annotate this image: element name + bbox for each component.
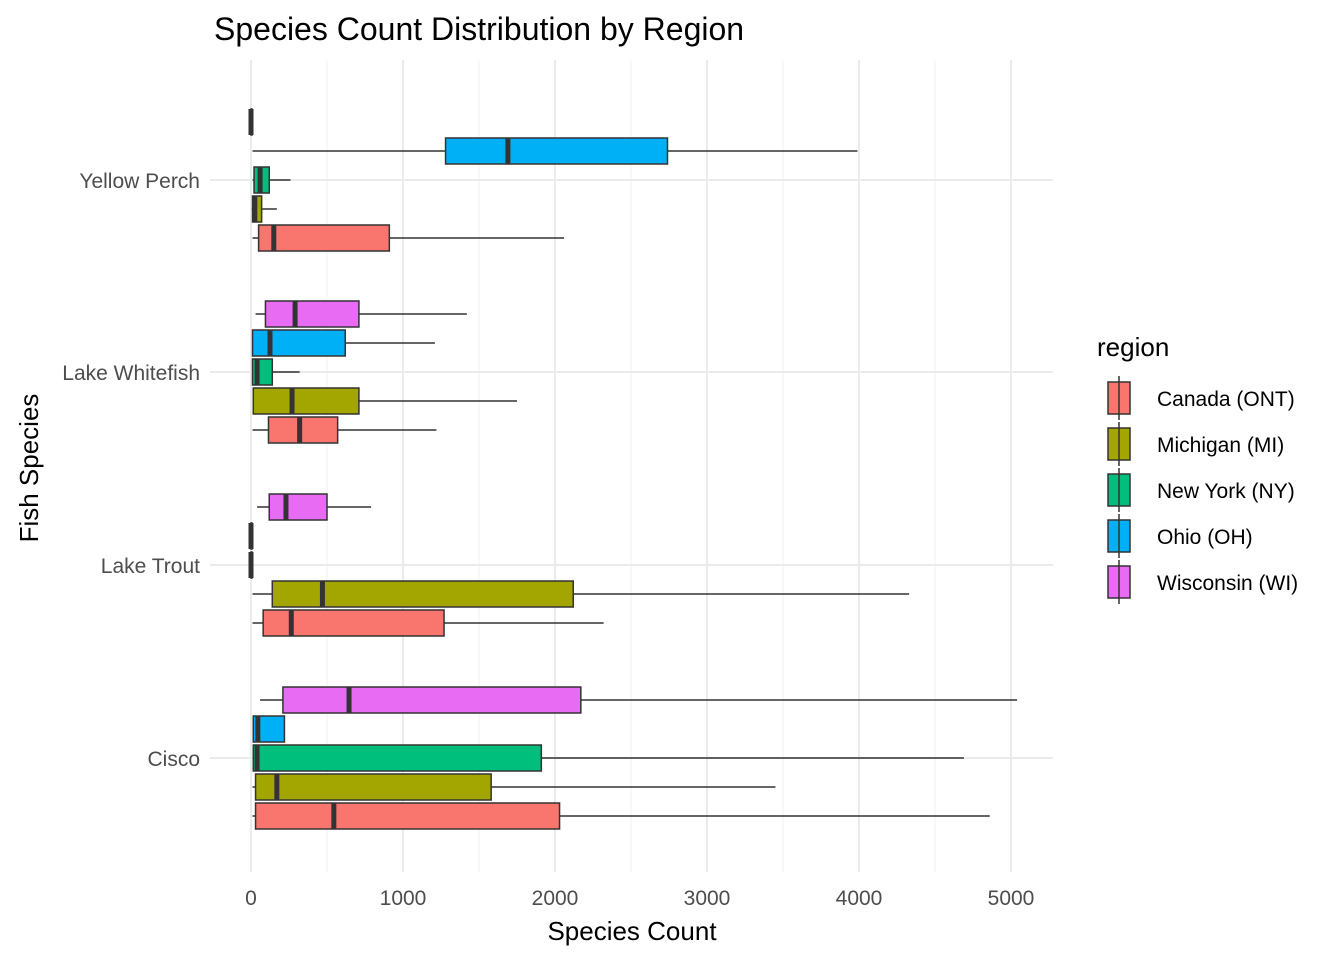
- y-tick-label-lake-trout: Lake Trout: [101, 555, 200, 578]
- box-iqr: [252, 744, 543, 772]
- chart-title: Species Count Distribution by Region: [214, 11, 744, 47]
- legend-label: Ohio (OH): [1157, 526, 1253, 549]
- box-iqr: [444, 137, 669, 165]
- box-lake-trout-new-york-ny: [248, 551, 254, 579]
- legend-item-michigan-mi: Michigan (MI): [1107, 422, 1284, 466]
- legend-label: Canada (ONT): [1157, 388, 1295, 411]
- box-yellow-perch-ohio-oh: [252, 137, 858, 165]
- legend-item-canada-ont: Canada (ONT): [1107, 376, 1295, 420]
- legend-item-ohio-oh: Ohio (OH): [1107, 514, 1253, 558]
- box-iqr: [282, 686, 582, 714]
- box-yellow-perch-new-york-ny: [252, 166, 291, 194]
- box-lake-whitefish-canada-ont: [252, 416, 437, 444]
- legend-item-new-york-ny: New York (NY): [1107, 468, 1295, 512]
- box-series: [248, 108, 1018, 830]
- box-cisco-new-york-ny: [252, 744, 964, 772]
- x-tick-label: 0: [245, 887, 257, 910]
- x-tick-label: 4000: [836, 887, 883, 910]
- box-iqr: [267, 416, 339, 444]
- x-tick-label: 5000: [988, 887, 1035, 910]
- box-lake-trout-canada-ont: [252, 609, 604, 637]
- legend-item-wisconsin-wi: Wisconsin (WI): [1107, 560, 1298, 604]
- x-tick-label: 2000: [532, 887, 579, 910]
- x-tick-label: 3000: [684, 887, 731, 910]
- legend-label: Wisconsin (WI): [1157, 572, 1298, 595]
- box-lake-trout-michigan-mi: [252, 580, 910, 608]
- y-axis-title: Fish Species: [14, 394, 44, 543]
- box-cisco-wisconsin-wi: [260, 686, 1018, 714]
- box-lake-whitefish-ohio-oh: [251, 329, 435, 357]
- grid: [210, 60, 1053, 872]
- legend-items: Canada (ONT) Michigan (MI) New York (NY) Oh…: [1107, 376, 1298, 604]
- box-iqr: [257, 224, 391, 252]
- box-lake-trout-wisconsin-wi: [257, 493, 372, 521]
- box-iqr: [254, 802, 561, 830]
- box-iqr: [252, 387, 360, 415]
- box-iqr: [251, 329, 346, 357]
- legend: region Canada (ONT) Michigan (MI) New York…: [1097, 332, 1298, 604]
- box-yellow-perch-canada-ont: [252, 224, 565, 252]
- box-yellow-perch-michigan-mi: [251, 195, 277, 223]
- box-lake-whitefish-michigan-mi: [252, 387, 517, 415]
- legend-label: Michigan (MI): [1157, 434, 1284, 457]
- legend-label: New York (NY): [1157, 480, 1295, 503]
- box-iqr: [268, 493, 328, 521]
- box-iqr: [271, 580, 574, 608]
- box-cisco-michigan-mi: [252, 773, 776, 801]
- box-iqr: [254, 773, 492, 801]
- y-tick-label-lake-whitefish: Lake Whitefish: [62, 362, 200, 385]
- y-tick-label-cisco: Cisco: [147, 748, 200, 771]
- y-tick-label-yellow-perch: Yellow Perch: [79, 170, 200, 193]
- box-lake-trout-ohio-oh: [248, 522, 254, 550]
- x-tick-label: 1000: [380, 887, 427, 910]
- box-yellow-perch-wisconsin-wi: [248, 108, 254, 136]
- box-cisco-ohio-oh: [252, 715, 286, 743]
- y-axis-ticks: Cisco Lake Trout Lake Whitefish Yellow Perc…: [62, 170, 200, 771]
- legend-title: region: [1097, 332, 1169, 362]
- x-axis-ticks: 0 1000 2000 3000 4000 5000: [245, 887, 1034, 910]
- x-axis-title: Species Count: [547, 916, 717, 946]
- box-lake-whitefish-new-york-ny: [251, 358, 300, 386]
- box-lake-whitefish-wisconsin-wi: [255, 300, 467, 328]
- box-iqr: [264, 300, 360, 328]
- box-cisco-canada-ont: [252, 802, 990, 830]
